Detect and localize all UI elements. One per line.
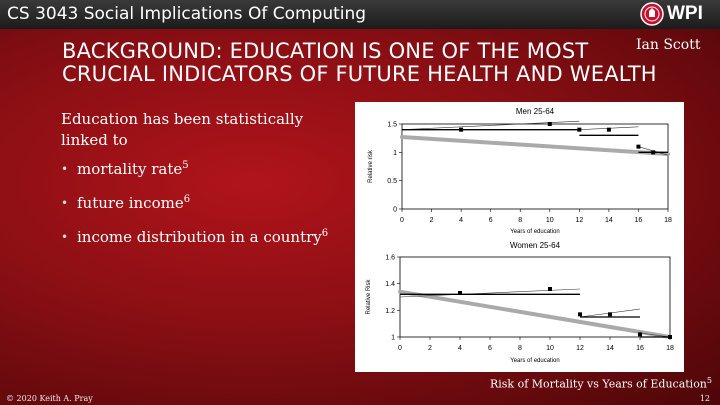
- bullet-text: future income: [77, 194, 184, 212]
- y-tick-label: 1.2: [385, 308, 395, 315]
- copyright-notice: © 2020 Keith A. Pray: [6, 394, 93, 403]
- bullet-icon: •: [61, 162, 69, 176]
- data-point: [577, 127, 582, 132]
- data-point: [578, 312, 582, 317]
- x-tick-label: 14: [606, 345, 614, 352]
- data-point: [548, 287, 552, 291]
- x-axis-label: Years of education: [510, 229, 559, 235]
- x-tick-label: 12: [575, 217, 583, 224]
- bullet-ref: 5: [182, 160, 189, 171]
- intro-text: Education has been statistically linked …: [61, 110, 304, 149]
- y-tick-label: 0.5: [387, 178, 397, 185]
- x-tick-label: 10: [546, 217, 554, 224]
- course-title: CS 3043 Social Implications Of Computing: [7, 4, 367, 24]
- data-point: [651, 150, 656, 155]
- x-tick-label: 8: [518, 217, 522, 224]
- caption-ref: 5: [706, 376, 712, 385]
- bullet-icon: •: [61, 196, 69, 210]
- y-tick-label: 1: [391, 335, 395, 342]
- y-tick-label: 1: [393, 150, 397, 157]
- x-axis-label: Years of education: [510, 358, 559, 364]
- trend-segment: [639, 332, 671, 338]
- data-point: [638, 332, 642, 337]
- figure-caption: Risk of Mortality vs Years of Education5: [490, 376, 712, 391]
- x-tick-label: 18: [666, 345, 674, 352]
- data-point: [547, 122, 552, 126]
- trend-segment: [399, 288, 581, 298]
- y-tick-label: 1.5: [387, 122, 397, 129]
- x-tick-label: 16: [636, 345, 644, 352]
- chart-image: Men 25-64 Years of education Relative risk…: [355, 102, 684, 372]
- x-tick-label: 4: [459, 217, 463, 224]
- chart-title: Men 25-64: [516, 107, 555, 116]
- bullet-ref: 6: [321, 228, 329, 239]
- x-tick-label: 0: [398, 345, 402, 352]
- x-tick-label: 12: [576, 345, 584, 352]
- bullet-item: • future income6: [61, 194, 328, 228]
- bullet-icon: •: [61, 230, 69, 244]
- fit-line: [398, 289, 672, 339]
- bullet-item: • income distribution in a country6: [61, 228, 328, 262]
- y-tick-label: 0: [393, 207, 397, 214]
- wpi-logo: WPI: [667, 3, 703, 24]
- title-line-1: BACKGROUND: EDUCATION IS ONE OF THE MOST: [62, 39, 589, 63]
- x-tick-label: 2: [430, 217, 434, 224]
- trend-segment: [401, 120, 580, 130]
- bullet-text: income distribution in a country: [77, 228, 322, 246]
- data-point: [608, 312, 612, 317]
- bullet-item: • mortality rate5: [61, 160, 328, 194]
- x-tick-label: 6: [489, 217, 493, 224]
- title-line-2: CRUCIAL INDICATORS OF FUTURE HEALTH AND …: [62, 62, 657, 86]
- x-tick-label: 4: [458, 345, 462, 352]
- author-name: Ian Scott: [636, 37, 701, 53]
- bullet-ref: 6: [183, 194, 191, 205]
- x-tick-label: 2: [428, 345, 432, 352]
- slide-title: BACKGROUND: EDUCATION IS ONE OF THE MOST…: [62, 40, 662, 86]
- x-tick-label: 6: [488, 345, 492, 352]
- y-axis-label: Relative Risk: [366, 278, 372, 314]
- y-tick-label: 1.6: [385, 255, 395, 262]
- mortality-charts: Men 25-64 Years of education Relative risk…: [366, 107, 674, 364]
- page-number: 12: [699, 394, 710, 403]
- x-tick-label: 16: [635, 217, 643, 224]
- x-tick-label: 8: [518, 345, 522, 352]
- header-bar: CS 3043 Social Implications Of Computing…: [0, 0, 720, 29]
- x-tick-label: 18: [664, 217, 672, 224]
- x-tick-label: 0: [400, 217, 404, 224]
- wpi-seal-icon: [640, 2, 664, 26]
- data-point: [458, 291, 462, 295]
- caption-text: Risk of Mortality vs Years of Education: [489, 377, 707, 391]
- y-axis-label: Relative risk: [368, 149, 374, 183]
- x-tick-label: 14: [605, 217, 613, 224]
- bullet-text: mortality rate: [77, 160, 183, 178]
- x-tick-label: 10: [546, 345, 554, 352]
- data-point: [636, 144, 641, 149]
- data-point: [668, 335, 672, 339]
- data-point: [606, 127, 611, 132]
- plot-area: [401, 123, 669, 210]
- y-tick-label: 1.4: [385, 281, 395, 288]
- chart-title: Women 25-64: [510, 241, 561, 250]
- fit-line: [400, 135, 670, 157]
- bullet-list: • mortality rate5 • future income6 • income…: [61, 160, 328, 262]
- data-point: [459, 127, 464, 132]
